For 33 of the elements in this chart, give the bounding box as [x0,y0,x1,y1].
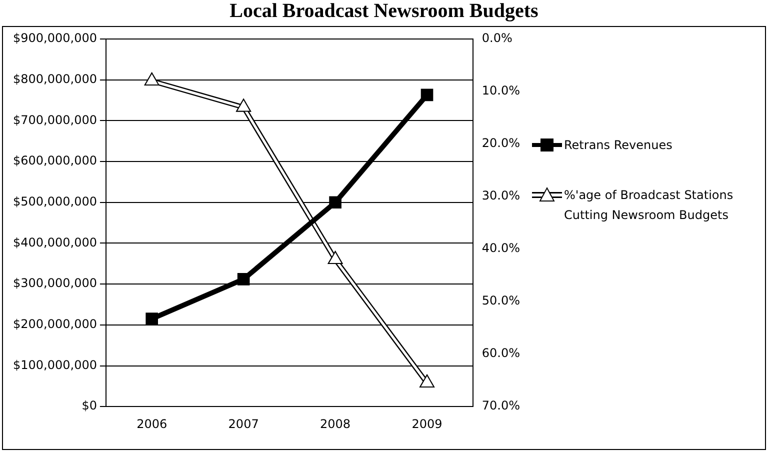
point [144,72,160,86]
y2-tick-label: 20.0% [482,136,520,150]
point [420,374,434,388]
y-tick-label: $600,000,000 [12,154,97,168]
y2-tick-label: 60.0% [482,346,520,360]
point [329,196,342,209]
y2-tick-label: 10.0% [482,84,520,98]
chart-title: Local Broadcast Newsroom Budgets [228,0,540,23]
point [146,312,158,325]
x-tick-label: 2006 [136,416,168,431]
y2-tick-label: 30.0% [482,188,520,203]
x-tick-label: 2008 [320,416,351,431]
y-tick-label: $500,000,000 [12,194,97,209]
y-tick-label: $800,000,000 [12,72,97,86]
y-tick-label: $900,000,000 [12,31,97,46]
y2-tick-label: 70.0% [482,398,520,413]
legend-label: %'age of Broadcast Stations Cutting Newsroom Budgets [564,187,734,224]
y2-tick-label: 0.0% [482,31,512,46]
y-tick-label: $400,000,000 [12,235,97,250]
x-tick-label: 2009 [412,416,442,431]
y-tick-label: $700,000,000 [12,112,97,127]
y-tick-label: $100,000,000 [12,358,97,372]
x-tick-label: 2007 [228,416,259,431]
point [236,98,251,112]
legend-label: Retrans Revenues [564,137,672,154]
y-tick-label: $300,000,000 [12,276,97,290]
point [328,251,343,264]
y-tick-label: $200,000,000 [12,317,97,332]
point [420,88,434,102]
y2-tick-label: 40.0% [482,241,520,256]
point [237,273,250,286]
y-tick-label: $0 [82,398,97,413]
y2-tick-label: 50.0% [482,294,520,308]
